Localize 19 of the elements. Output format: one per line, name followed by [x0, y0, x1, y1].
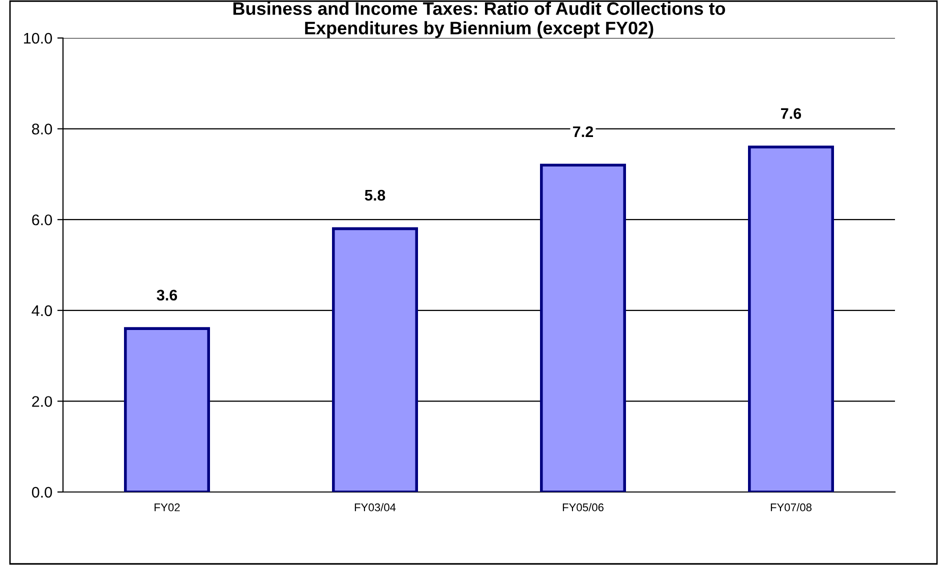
chart-title: Business and Income Taxes: Ratio of Audit Collections to Expenditures by Biennium (except FY02): [233, 2, 726, 38]
x-tick-label: FY05/06: [562, 503, 604, 512]
bar: [124, 327, 210, 492]
data-label: 7.2: [573, 126, 594, 137]
y-tick-label: 4.0: [32, 305, 52, 316]
bar: [540, 164, 626, 492]
data-label: 5.8: [364, 190, 386, 201]
bar: [332, 227, 418, 492]
x-tick-label: FY07/08: [770, 503, 812, 512]
x-tick-label: FY03/04: [354, 503, 396, 512]
data-label: 3.6: [156, 290, 178, 301]
y-tick-label: 10.0: [24, 32, 52, 44]
y-tick-label: 2.0: [32, 396, 52, 407]
bar: [748, 146, 834, 492]
y-tick-label: 8.0: [32, 124, 52, 134]
y-tick-label: 6.0: [32, 214, 52, 226]
x-tick-label: FY02: [154, 503, 180, 512]
y-tick-label: 0.0: [32, 486, 52, 498]
data-label: 7.6: [781, 108, 802, 119]
